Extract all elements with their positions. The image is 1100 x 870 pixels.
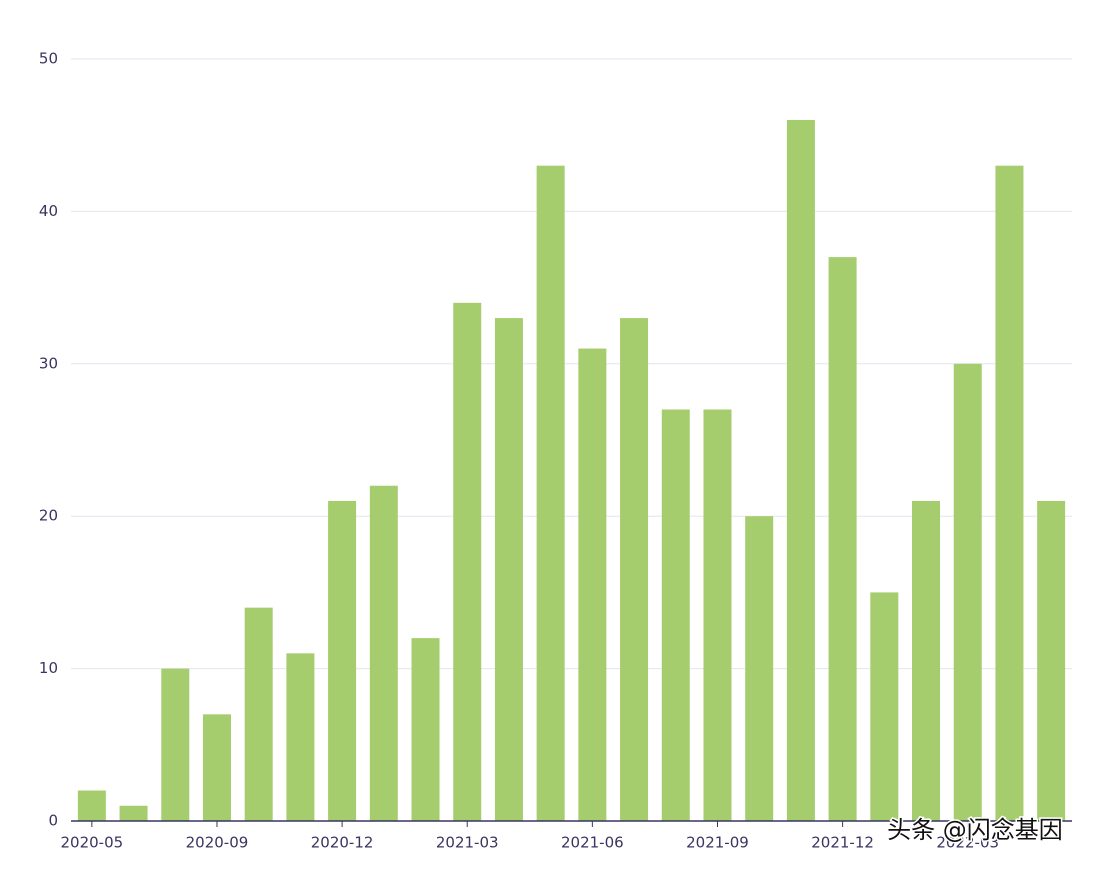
bar	[244, 607, 273, 821]
x-tick-label: 2021-09	[686, 834, 749, 852]
x-tick-label: 2020-05	[61, 834, 124, 852]
bar	[286, 653, 315, 821]
bar	[661, 409, 690, 821]
bar	[828, 257, 857, 821]
bar	[912, 500, 941, 821]
y-tick-label: 20	[39, 507, 58, 525]
bar	[745, 516, 774, 821]
bar	[119, 805, 148, 821]
y-tick-label: 30	[39, 354, 58, 372]
bar	[328, 500, 357, 821]
x-tick-label: 2020-12	[311, 834, 374, 852]
bar	[453, 302, 482, 822]
x-tick-label: 2021-03	[436, 834, 499, 852]
y-tick-label: 50	[39, 50, 58, 68]
bar	[369, 485, 398, 821]
bar	[870, 592, 899, 821]
y-tick-label: 40	[39, 202, 58, 220]
bar	[703, 409, 732, 821]
bar	[995, 165, 1024, 821]
bar	[578, 348, 607, 821]
x-tick-label: 2021-06	[561, 834, 624, 852]
bar	[494, 318, 523, 821]
x-tick-label: 2022-03	[936, 834, 999, 852]
y-tick-label: 10	[39, 659, 58, 677]
x-tick-label: 2020-09	[186, 834, 249, 852]
bar	[202, 714, 231, 821]
bar	[786, 119, 815, 821]
bar	[411, 638, 440, 821]
x-tick-label: 2021-12	[811, 834, 874, 852]
bar	[620, 318, 649, 821]
bar	[1037, 500, 1066, 821]
y-tick-label: 0	[48, 812, 58, 830]
watermark: 头条 @闪念基因	[887, 816, 1063, 844]
bar	[536, 165, 565, 821]
bar	[953, 363, 982, 821]
bar	[77, 790, 106, 821]
bar	[161, 668, 190, 821]
